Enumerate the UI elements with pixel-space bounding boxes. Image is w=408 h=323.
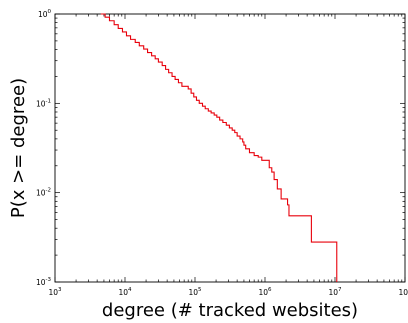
y-axis-label: P(x >= degree): [8, 78, 29, 218]
y-tick-label: 10-2: [36, 188, 51, 198]
y-tick-label: 10-3: [36, 277, 52, 287]
x-tick-label: 104: [118, 287, 132, 297]
x-axis-ticks: 103 104 105 106 107 108: [48, 14, 408, 297]
x-tick-label: 107: [328, 287, 342, 297]
y-tick-label: 10-1: [36, 98, 51, 108]
plot-area-frame: [54, 13, 406, 283]
x-axis-label: degree (# tracked websites): [102, 300, 358, 321]
y-axis-ticks: 100 10-1 10-2 10-3: [36, 9, 405, 287]
x-tick-label: 105: [188, 287, 202, 297]
x-tick-label: 103: [48, 287, 62, 297]
x-tick-label: 106: [258, 287, 272, 297]
x-tick-label: 108: [398, 287, 408, 297]
y-tick-label: 100: [38, 9, 52, 19]
series-line-ccdf: [100, 13, 338, 282]
